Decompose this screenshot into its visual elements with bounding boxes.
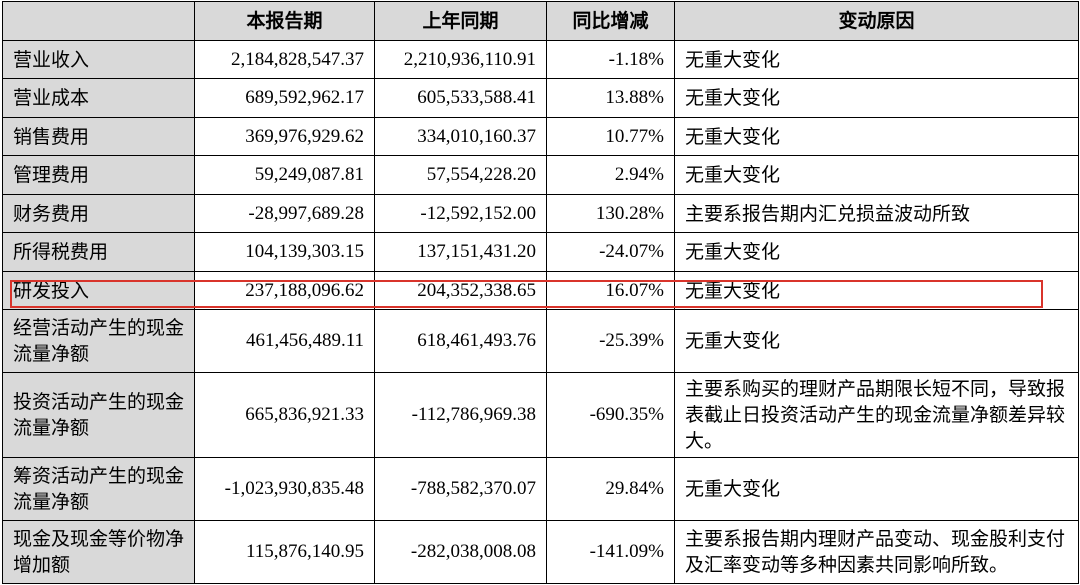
prior-value: 204,352,338.65 <box>374 270 547 311</box>
current-value: 2,184,828,547.37 <box>194 39 375 80</box>
prior-value: 334,010,160.37 <box>374 116 547 157</box>
row-label: 管理费用 <box>2 155 195 195</box>
prior-value: 2,210,936,110.91 <box>374 39 547 80</box>
yoy-change: 130.28% <box>546 193 675 234</box>
current-value: 665,836,921.33 <box>194 372 375 459</box>
table-row: 管理费用 59,249,087.81 57,554,228.20 2.94% 无… <box>2 155 1079 195</box>
table-row: 投资活动产生的现金流量净额 665,836,921.33 -112,786,96… <box>2 372 1079 459</box>
row-label: 投资活动产生的现金流量净额 <box>2 372 195 459</box>
header-row: 本报告期 上年同期 同比增减 变动原因 <box>2 1 1079 41</box>
change-reason: 无重大变化 <box>674 309 1079 374</box>
change-reason: 主要系购买的理财产品期限长短不同，导致报表截止日投资活动产生的现金流量净额差异较… <box>674 372 1079 459</box>
prior-value: -12,592,152.00 <box>374 193 547 234</box>
yoy-change: 16.07% <box>546 270 675 311</box>
row-label: 现金及现金等价物净增加额 <box>2 520 195 584</box>
change-reason: 无重大变化 <box>674 155 1079 195</box>
current-value: 461,456,489.11 <box>194 309 375 374</box>
prior-value: 605,533,588.41 <box>374 78 547 118</box>
prior-value: 618,461,493.76 <box>374 309 547 374</box>
row-label: 经营活动产生的现金流量净额 <box>2 309 195 374</box>
prior-value: -788,582,370.07 <box>374 457 547 522</box>
header-yoy-change: 同比增减 <box>546 1 675 41</box>
header-corner <box>2 1 195 41</box>
current-value: 104,139,303.15 <box>194 232 375 272</box>
row-label: 财务费用 <box>2 193 195 234</box>
yoy-change: 10.77% <box>546 116 675 157</box>
prior-value: -112,786,969.38 <box>374 372 547 459</box>
yoy-change: 2.94% <box>546 155 675 195</box>
change-reason: 无重大变化 <box>674 78 1079 118</box>
yoy-change: -25.39% <box>546 309 675 374</box>
row-label: 研发投入 <box>2 270 195 311</box>
prior-value: 57,554,228.20 <box>374 155 547 195</box>
row-label: 营业成本 <box>2 78 195 118</box>
table-row-highlighted: 研发投入 237,188,096.62 204,352,338.65 16.07… <box>2 270 1079 311</box>
yoy-change: 13.88% <box>546 78 675 118</box>
table-row: 经营活动产生的现金流量净额 461,456,489.11 618,461,493… <box>2 309 1079 374</box>
yoy-change: -141.09% <box>546 520 675 584</box>
change-reason: 无重大变化 <box>674 457 1079 522</box>
header-current-period: 本报告期 <box>194 1 375 41</box>
row-label: 营业收入 <box>2 39 195 80</box>
prior-value: 137,151,431.20 <box>374 232 547 272</box>
current-value: 689,592,962.17 <box>194 78 375 118</box>
row-label: 所得税费用 <box>2 232 195 272</box>
current-value: -1,023,930,835.48 <box>194 457 375 522</box>
change-reason: 无重大变化 <box>674 116 1079 157</box>
table-row: 筹资活动产生的现金流量净额 -1,023,930,835.48 -788,582… <box>2 457 1079 522</box>
current-value: 59,249,087.81 <box>194 155 375 195</box>
current-value: 237,188,096.62 <box>194 270 375 311</box>
yoy-change: -1.18% <box>546 39 675 80</box>
current-value: 115,876,140.95 <box>194 520 375 584</box>
header-prior-period: 上年同期 <box>374 1 547 41</box>
yoy-change: 29.84% <box>546 457 675 522</box>
current-value: 369,976,929.62 <box>194 116 375 157</box>
table-row: 现金及现金等价物净增加额 115,876,140.95 -282,038,008… <box>2 520 1079 584</box>
table-row: 营业收入 2,184,828,547.37 2,210,936,110.91 -… <box>2 39 1079 80</box>
change-reason: 无重大变化 <box>674 232 1079 272</box>
current-value: -28,997,689.28 <box>194 193 375 234</box>
row-label: 销售费用 <box>2 116 195 157</box>
prior-value: -282,038,008.08 <box>374 520 547 584</box>
change-reason: 主要系报告期内汇兑损益波动所致 <box>674 193 1079 234</box>
table-row: 营业成本 689,592,962.17 605,533,588.41 13.88… <box>2 78 1079 118</box>
row-label: 筹资活动产生的现金流量净额 <box>2 457 195 522</box>
table-row: 所得税费用 104,139,303.15 137,151,431.20 -24.… <box>2 232 1079 272</box>
yoy-change: -24.07% <box>546 232 675 272</box>
yoy-change: -690.35% <box>546 372 675 459</box>
table-row: 财务费用 -28,997,689.28 -12,592,152.00 130.2… <box>2 193 1079 234</box>
header-reason: 变动原因 <box>674 1 1079 41</box>
change-reason: 无重大变化 <box>674 270 1079 311</box>
change-reason: 无重大变化 <box>674 39 1079 80</box>
table-row: 销售费用 369,976,929.62 334,010,160.37 10.77… <box>2 116 1079 157</box>
change-reason: 主要系报告期内理财产品变动、现金股利支付及汇率变动等多种因素共同影响所致。 <box>674 520 1079 584</box>
